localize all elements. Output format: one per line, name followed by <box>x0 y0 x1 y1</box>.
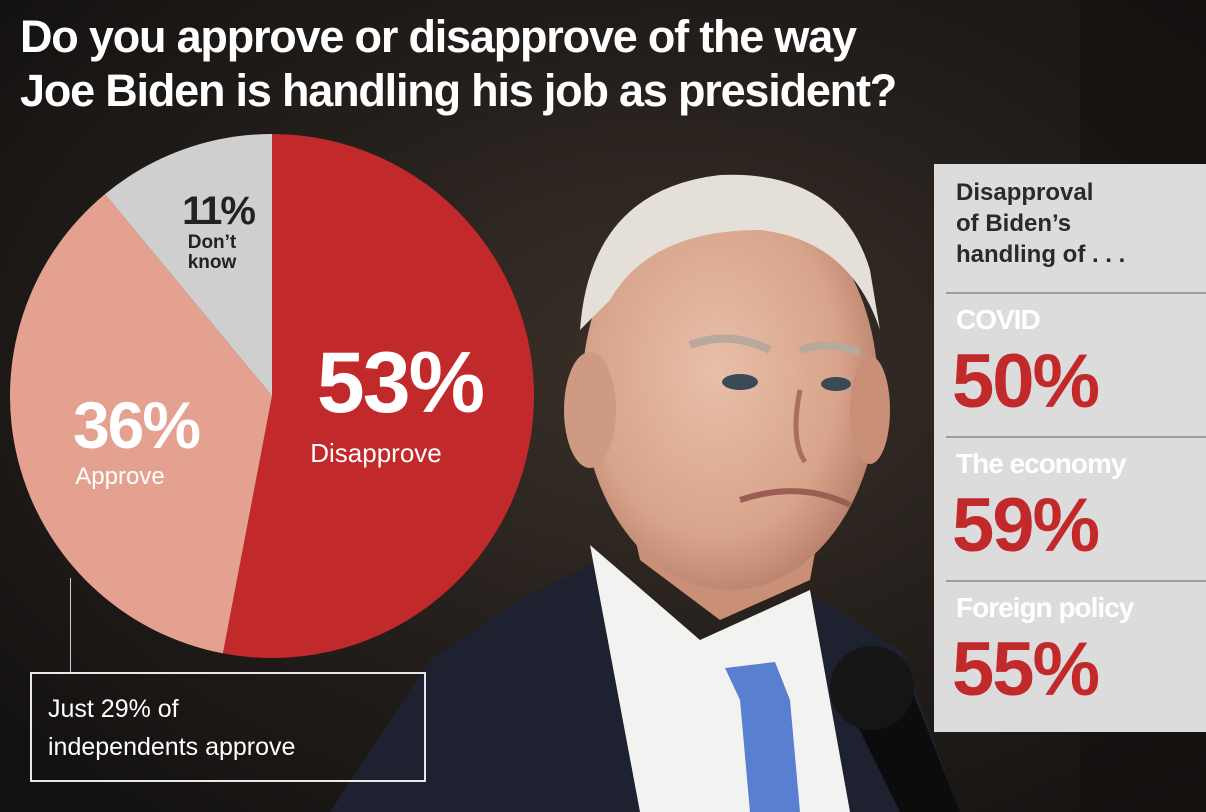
chart-title-line-2: Joe Biden is handling his job as preside… <box>20 65 897 116</box>
covid-label: COVID <box>956 304 1041 335</box>
pie-category-label-dont-know: know <box>188 252 237 273</box>
foreign-policy-value: 55% <box>952 627 1100 712</box>
pie-slice-dont-know <box>104 134 273 396</box>
pie-category-label-dont-know: Don’t <box>188 232 237 253</box>
independents-callout: Just 29% of independents approve <box>30 672 426 782</box>
panel-divider <box>946 292 1206 294</box>
economy-value: 59% <box>952 483 1100 568</box>
covid-value: 50% <box>952 339 1100 424</box>
economy-label: The economy <box>956 448 1126 479</box>
panel-divider <box>946 436 1206 438</box>
callout-line-1: Just 29% of <box>48 695 179 723</box>
pie-slice-approve <box>10 194 272 654</box>
foreign-policy-label: Foreign policy <box>956 592 1134 623</box>
panel-heading-line-2: of Biden’s <box>956 210 1072 237</box>
panel-heading-line-1: Disapproval <box>956 179 1094 206</box>
disapproval-panel: Disapproval of Biden’s handling of . . .… <box>934 164 1206 732</box>
pie-value-label-disapprove: 53% <box>317 335 484 431</box>
pie-value-label-dont-know: 11% <box>182 189 255 233</box>
pie-value-label-approve: 36% <box>73 388 199 462</box>
panel-divider <box>946 580 1206 582</box>
pie-category-label-disapprove: Disapprove <box>310 438 442 468</box>
panel-heading: Disapproval of Biden’s handling of . . . <box>956 177 1196 270</box>
pie-category-label-approve: Approve <box>75 463 164 490</box>
callout-line-2: independents approve <box>48 733 296 761</box>
chart-title: Do you approve or disapprove of the way … <box>20 10 897 118</box>
callout-text: Just 29% of independents approve <box>48 690 295 766</box>
panel-heading-line-3: handling of . . . <box>956 241 1126 268</box>
callout-connector <box>70 578 71 672</box>
chart-title-line-1: Do you approve or disapprove of the way <box>20 11 857 62</box>
pie-slice-disapprove <box>222 134 535 658</box>
